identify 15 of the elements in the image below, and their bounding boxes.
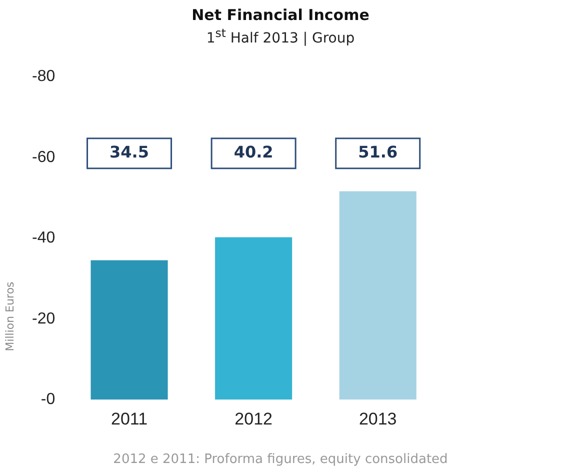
y-tick-label: -20 [32, 310, 56, 328]
y-axis-title: Million Euros [4, 280, 16, 354]
y-tick-label: -40 [32, 230, 56, 247]
chart-title: Net Financial Income [190, 6, 370, 24]
x-tick-label: 2011 [110, 409, 148, 428]
text: 2012 e 2011: Proforma figures, equity consolidated [112, 452, 449, 467]
chart-subtitle: 1$^{st}$ Half 2013 | Group [205, 26, 356, 47]
annotation: 34.5 [110, 142, 150, 162]
y-tick-label: -60 [32, 148, 56, 166]
x-tick-label: 2013 [358, 409, 397, 428]
annotation: 40.2 [234, 142, 274, 162]
y-tick-label: -80 [32, 68, 56, 86]
y-tick-label: -0 [40, 391, 56, 408]
x-tick-label: 2012 [234, 409, 272, 428]
annotation: 51.6 [358, 142, 398, 162]
